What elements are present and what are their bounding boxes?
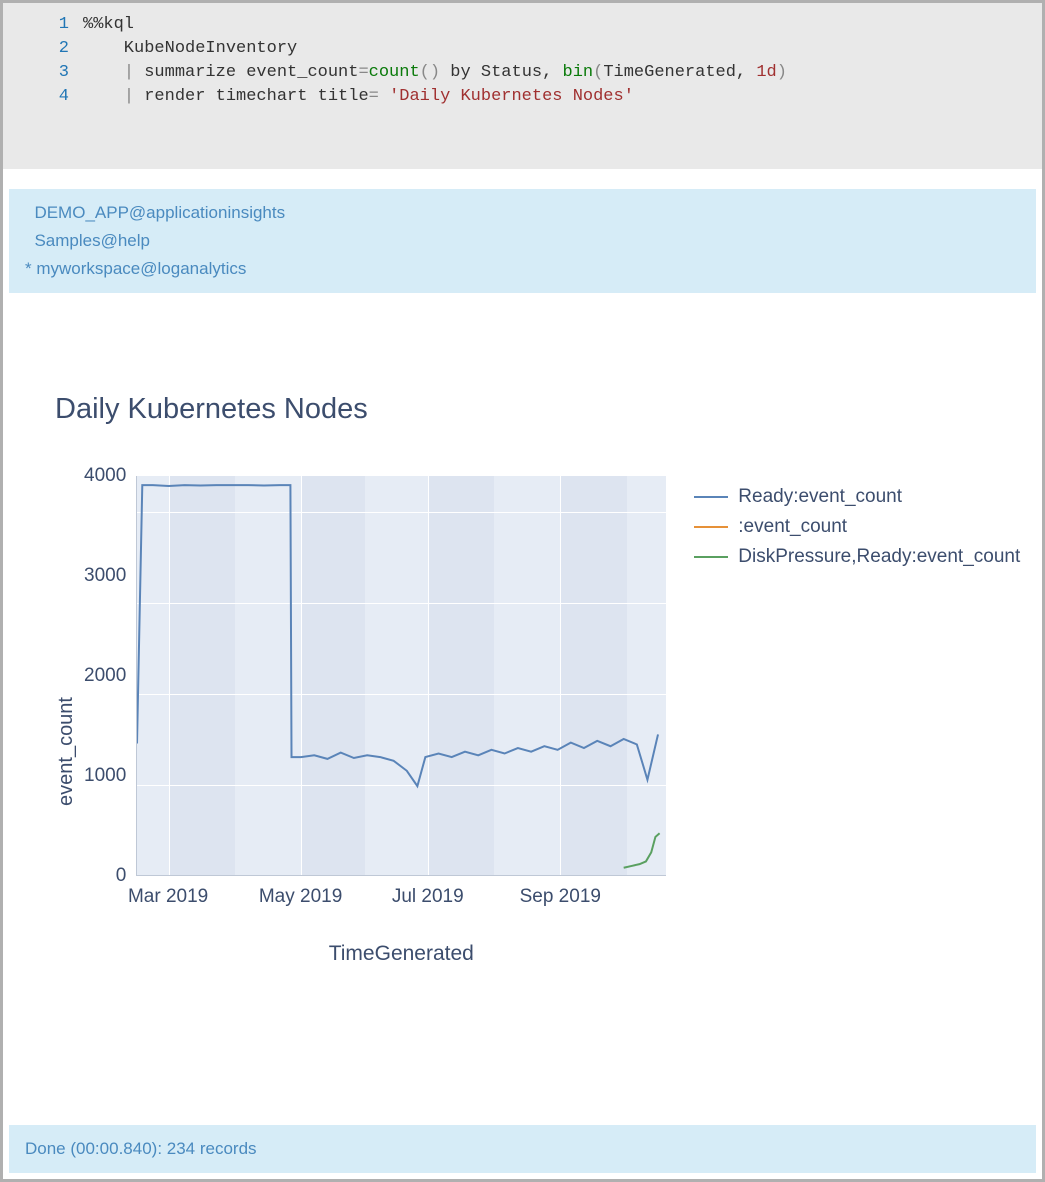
x-tick: Sep 2019 (520, 886, 601, 908)
x-tick: May 2019 (259, 886, 342, 908)
code-line[interactable]: 4 | render timechart title= 'Daily Kuber… (3, 85, 1042, 109)
code-text[interactable]: | summarize event_count=count() by Statu… (83, 61, 787, 85)
legend-swatch (694, 556, 728, 558)
legend-item[interactable]: :event_count (694, 512, 1020, 542)
series-line[interactable] (137, 485, 658, 786)
chart-legend: Ready:event_count:event_countDiskPressur… (694, 476, 1020, 572)
line-number: 3 (3, 61, 83, 85)
code-text[interactable]: | render timechart title= 'Daily Kuberne… (83, 85, 634, 109)
plot-area[interactable] (136, 476, 666, 876)
x-axis-label: TimeGenerated (136, 942, 666, 966)
series-line[interactable] (624, 833, 660, 867)
legend-swatch (694, 526, 728, 528)
y-axis-ticks: 40003000200010000 (84, 476, 136, 876)
code-line[interactable]: 3 | summarize event_count=count() by Sta… (3, 61, 1042, 85)
code-line[interactable]: 1%%kql (3, 13, 1042, 37)
status-bar: Done (00:00.840): 234 records (9, 1125, 1036, 1173)
code-text[interactable]: KubeNodeInventory (83, 37, 297, 61)
info-line-1: DEMO_APP@applicationinsights (25, 199, 1020, 227)
y-axis-label: event_count (55, 637, 78, 806)
code-text[interactable]: %%kql (83, 13, 134, 37)
legend-swatch (694, 496, 728, 498)
chart-output: Daily Kubernetes Nodes event_count 40003… (3, 293, 1042, 1006)
info-line-3: * myworkspace@loganalytics (25, 255, 1020, 283)
legend-label: :event_count (738, 512, 847, 542)
info-line-2: Samples@help (25, 227, 1020, 255)
chart-title: Daily Kubernetes Nodes (55, 393, 1012, 426)
code-line[interactable]: 2 KubeNodeInventory (3, 37, 1042, 61)
code-cell[interactable]: 1%%kql2 KubeNodeInventory3 | summarize e… (3, 3, 1042, 169)
x-axis-ticks: Mar 2019May 2019Jul 2019Sep 2019 (136, 876, 666, 906)
legend-label: Ready:event_count (738, 482, 902, 512)
legend-item[interactable]: DiskPressure,Ready:event_count (694, 542, 1020, 572)
line-number: 4 (3, 85, 83, 109)
legend-label: DiskPressure,Ready:event_count (738, 542, 1020, 572)
connection-info: DEMO_APP@applicationinsights Samples@hel… (9, 189, 1036, 293)
x-tick: Mar 2019 (128, 886, 208, 908)
line-number: 2 (3, 37, 83, 61)
x-tick: Jul 2019 (392, 886, 464, 908)
legend-item[interactable]: Ready:event_count (694, 482, 1020, 512)
line-number: 1 (3, 13, 83, 37)
